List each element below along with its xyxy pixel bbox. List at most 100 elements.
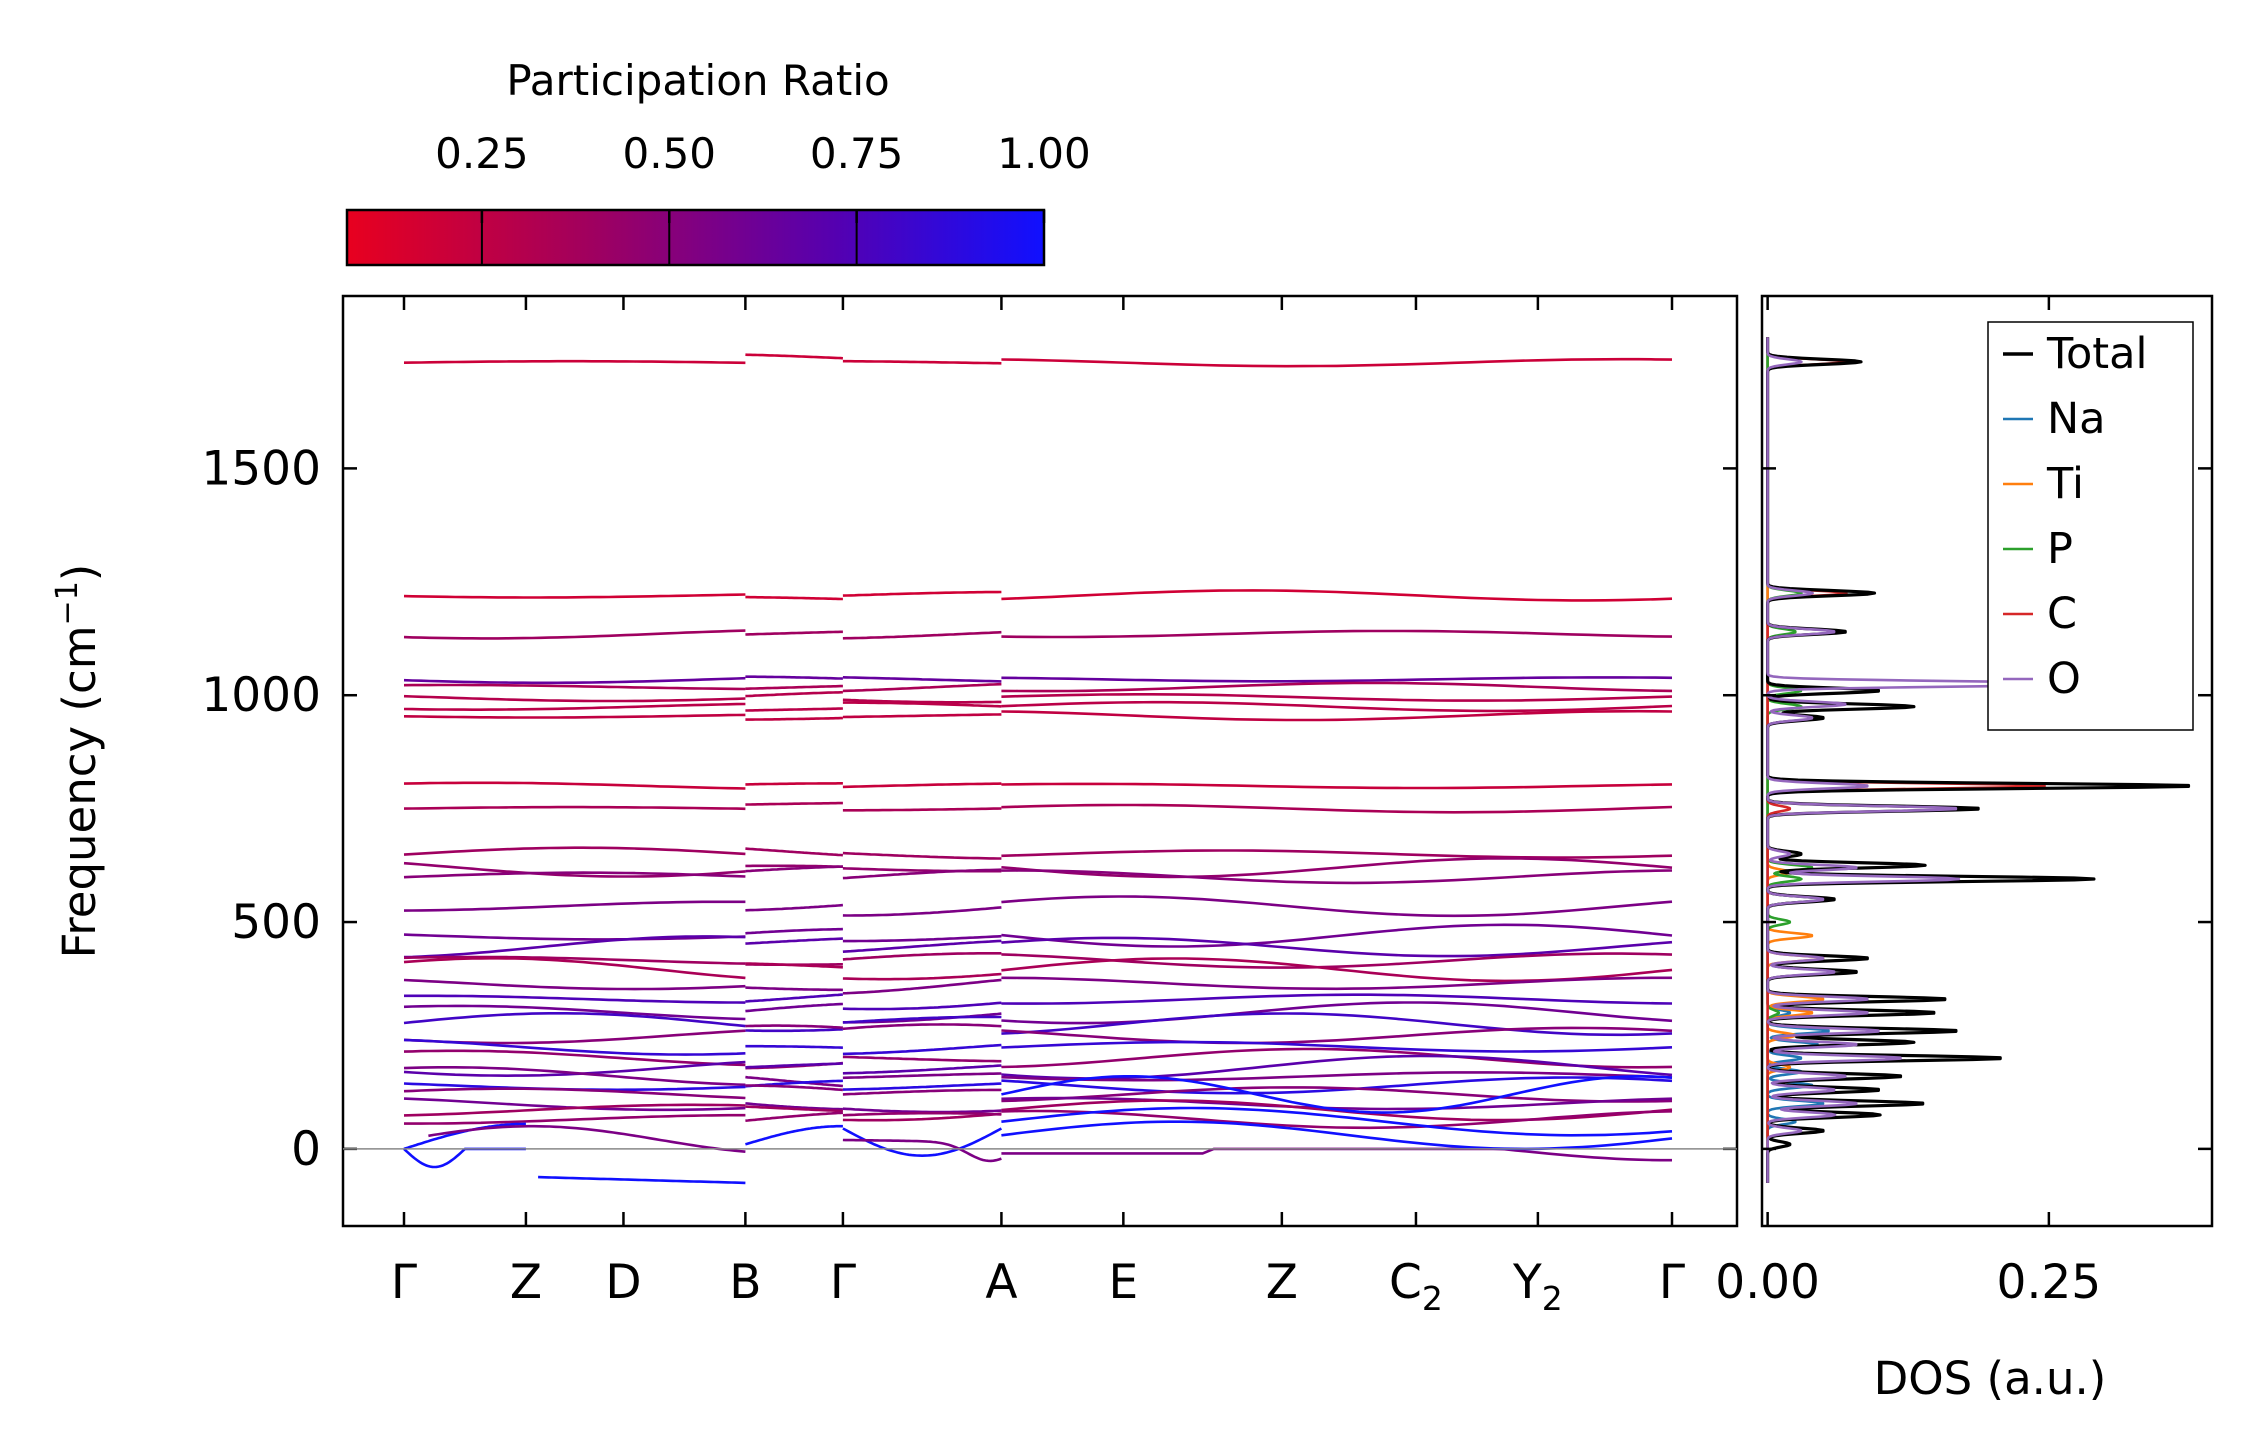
band-line xyxy=(1001,709,1673,722)
band-line xyxy=(403,1004,746,1021)
band-line xyxy=(842,1043,1002,1056)
band-line xyxy=(745,903,844,912)
band-line xyxy=(745,993,844,1003)
dos-panel: 0.00 0.25 DOS (a.u.) Total Na Ti PCO xyxy=(1715,294,2214,1405)
band-line xyxy=(745,1105,843,1113)
band-line xyxy=(745,1062,843,1069)
colorbar-gradient xyxy=(345,208,1046,267)
legend-label-ti: Ti xyxy=(2046,459,2084,509)
band-line xyxy=(403,781,746,790)
band-line xyxy=(1001,1071,1673,1082)
dos-series-na xyxy=(1766,336,1830,1184)
band-line xyxy=(403,694,746,703)
band-line xyxy=(745,847,844,857)
y-tick-label: 1000 xyxy=(201,668,321,723)
acoustic-band-line xyxy=(403,1147,526,1169)
colorbar-tick-label: 1.00 xyxy=(997,129,1091,178)
band-line xyxy=(403,1066,746,1087)
band-line xyxy=(745,1111,844,1122)
kpoint-label: Γ xyxy=(391,1255,417,1310)
band-line xyxy=(745,986,843,992)
band-line xyxy=(745,630,843,636)
band-line xyxy=(1001,993,1673,1005)
band-line xyxy=(403,1087,746,1100)
band-line xyxy=(403,593,746,599)
y-tick-label: 0 xyxy=(291,1122,321,1177)
band-line xyxy=(404,1113,746,1125)
band-line xyxy=(403,846,746,856)
dos-y-ticks xyxy=(1762,467,2212,1151)
band-line xyxy=(1001,700,1673,713)
acoustic-band-line xyxy=(1001,1147,1672,1162)
band-line xyxy=(745,675,843,680)
band-line xyxy=(842,978,1002,995)
acoustic-band-line xyxy=(745,1124,843,1146)
dos-x-tick-label: 0.00 xyxy=(1715,1255,1820,1310)
band-line xyxy=(842,868,1002,880)
band-line xyxy=(745,595,843,601)
band-line xyxy=(842,939,1002,953)
kpoint-label: D xyxy=(605,1255,641,1310)
band-line xyxy=(1001,357,1673,368)
main-axes-frame xyxy=(341,294,1739,1228)
band-structure-panel: 0 500 1000 1500 Γ Z D B Γ A E Z C2 Y2 Γ Frequency (cm… xyxy=(50,294,1739,1318)
band-line xyxy=(1001,1001,1673,1025)
acoustic-band-line xyxy=(842,1127,1003,1158)
band-line xyxy=(403,359,746,365)
band-line xyxy=(745,684,843,690)
band-line xyxy=(403,713,746,719)
band-line xyxy=(1001,1086,1673,1103)
band-line xyxy=(842,782,1002,789)
band-line xyxy=(403,1038,746,1056)
band-line xyxy=(1001,1026,1673,1045)
band-line xyxy=(745,716,843,721)
band-line xyxy=(842,1088,1002,1096)
band-line xyxy=(403,702,746,711)
legend-label-na: Na xyxy=(2047,394,2106,444)
kpoint-label: A xyxy=(985,1255,1017,1310)
band-line xyxy=(403,957,746,980)
band-line xyxy=(842,1082,1002,1091)
colorbar: Participation Ratio 0.25 0.50 0.75 1.00 xyxy=(345,56,1091,267)
kpoint-label: C2 xyxy=(1389,1255,1443,1318)
legend-label-c: C xyxy=(2047,589,2077,639)
band-line xyxy=(1001,849,1673,859)
band-line xyxy=(745,707,843,712)
kpoint-label: Γ xyxy=(830,1255,856,1310)
band-line xyxy=(403,871,746,879)
dos-x-axis-label: DOS (a.u.) xyxy=(1874,1352,2107,1405)
legend-box xyxy=(1987,321,2194,731)
band-line xyxy=(745,353,844,360)
acoustic-band-line xyxy=(538,1175,746,1185)
band-line xyxy=(403,978,746,991)
band-line xyxy=(745,865,843,873)
kpoint-label: Z xyxy=(1266,1255,1298,1310)
band-line xyxy=(403,900,746,912)
band-line xyxy=(1001,676,1673,683)
band-line xyxy=(403,629,746,640)
band-line xyxy=(745,1102,843,1111)
legend-label-total: Total xyxy=(2046,329,2147,379)
dos-axes-frame xyxy=(1760,294,2214,1228)
band-line xyxy=(842,1055,1002,1063)
band-line xyxy=(1001,936,1673,958)
band-line xyxy=(842,682,1002,693)
kpoint-label: E xyxy=(1108,1255,1138,1310)
band-line xyxy=(842,1107,1002,1114)
band-line xyxy=(842,713,1002,719)
colorbar-tick-label: 0.75 xyxy=(810,129,904,178)
band-line xyxy=(842,1112,1002,1122)
band-line xyxy=(1001,1054,1673,1080)
band-line xyxy=(842,1072,1002,1080)
dos-series-o xyxy=(1766,336,2107,1184)
band-line xyxy=(842,359,1002,365)
band-line xyxy=(1001,957,1673,983)
acoustic-band-line xyxy=(1001,1106,1673,1137)
kpoint-label: Z xyxy=(510,1255,542,1310)
band-line xyxy=(745,690,843,698)
band-line xyxy=(1001,1012,1673,1037)
band-line xyxy=(842,952,1002,961)
colorbar-ticks: 0.25 0.50 0.75 1.00 xyxy=(435,129,1091,265)
band-line xyxy=(1001,869,1673,885)
